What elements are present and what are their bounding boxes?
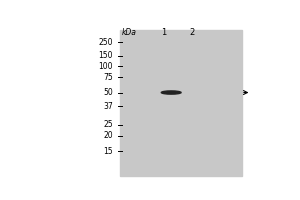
Text: kDa: kDa: [122, 28, 137, 37]
Ellipse shape: [161, 91, 181, 94]
Text: 50: 50: [103, 88, 113, 97]
Text: 15: 15: [103, 147, 113, 156]
Bar: [120, 30, 242, 176]
Text: 25: 25: [103, 120, 113, 129]
Text: 75: 75: [103, 73, 113, 82]
Text: 2: 2: [190, 28, 195, 37]
Text: 250: 250: [99, 38, 113, 47]
Text: 150: 150: [99, 51, 113, 60]
Text: 1: 1: [162, 28, 167, 37]
Text: 100: 100: [99, 62, 113, 71]
Text: 37: 37: [103, 102, 113, 111]
Text: 20: 20: [103, 131, 113, 140]
